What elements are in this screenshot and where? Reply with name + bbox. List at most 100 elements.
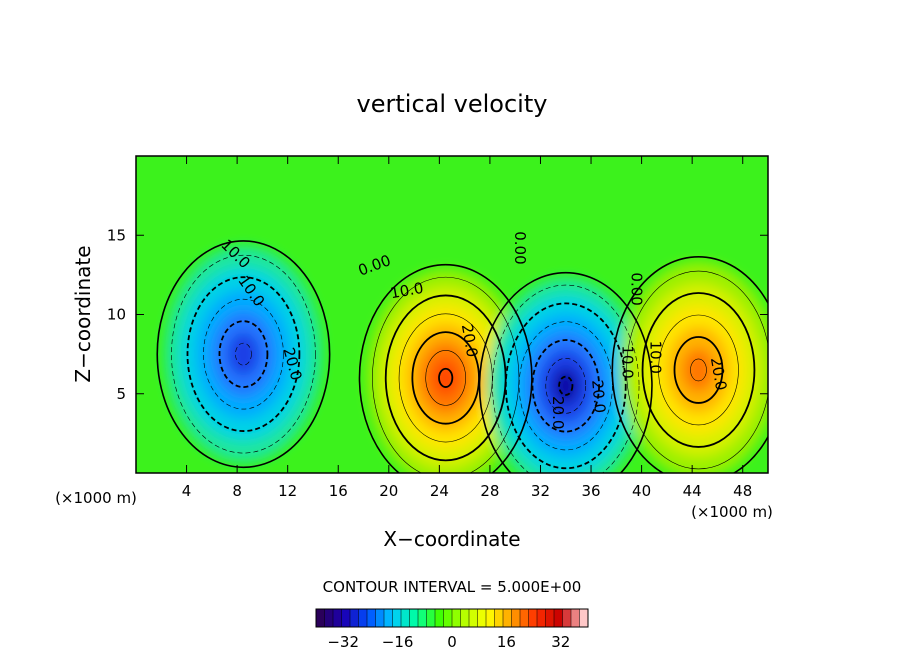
colorbar-swatch-18 [460,609,470,627]
colorbar-tick-label-5: 32 [551,633,570,651]
field-cell-4-level-5 [682,348,715,392]
colorbar-swatch-19 [469,609,478,627]
colorbar-swatch-17 [452,609,461,627]
contour-line-cell-1-level-5 [218,320,269,389]
colorbar-swatch-3 [333,609,342,627]
colorbar-swatch-22 [494,609,504,627]
contour-label-4: 0.00 [511,231,529,264]
x-unit-right: (×1000 m) [691,503,773,521]
contour-line-cell-2-level-4 [398,313,493,443]
x-tick-label-7: 28 [480,482,499,500]
contour-line-cell-1-level-4 [203,298,284,410]
contour-line-cell-1-level-2 [171,254,316,454]
zero-contour-cell-4 [611,256,768,473]
field-cell-3-level-6 [552,367,579,404]
field-layer [136,156,768,473]
contour-interval-label: CONTOUR INTERVAL = 5.000E+00 [323,578,582,596]
colorbar-swatch-27 [537,609,546,627]
colorbar-swatch-29 [554,609,563,627]
colorbar-swatch-20 [477,609,487,627]
colorbar-swatch-13 [418,609,427,627]
x-unit-left: (×1000 m) [55,489,137,507]
contour-lines [156,240,768,473]
colorbar-swatch-15 [435,609,444,627]
colorbar-swatch-21 [486,609,495,627]
colorbar-tick-label-4: 16 [497,633,516,651]
contour-label-3: 20.0 [458,323,482,359]
x-tick-label-12: 48 [733,482,752,500]
colorbar-swatch-28 [545,609,555,627]
contour-label-9: 0.00 [627,272,645,305]
y-tick-label-2: 10 [107,306,126,324]
colorbar-swatch-31 [571,609,580,627]
contour-line-cell-4-level-3 [641,292,756,448]
contour-line-cell-3-level-2 [492,284,640,473]
colorbar-swatch-25 [520,609,529,627]
y-tick-label-1: 5 [116,385,126,403]
contour-line-cell-4-level-6 [690,358,707,382]
colorbar-swatch-12 [409,609,419,627]
field-cell-2-level-6 [432,359,459,396]
colorbar-tick-label-1: −32 [327,633,359,651]
colorbar-swatch-23 [503,609,512,627]
colorbar-swatch-1 [316,609,325,627]
contour-line-cell-1-level-3 [186,276,301,432]
y-axis-label: Z−coordinate [71,245,95,382]
contour-label-6: 20.0 [707,356,731,392]
colorbar-swatch-16 [443,609,453,627]
colorbar [315,608,589,628]
y-axis: 5 10 15 [107,226,768,403]
colorbar-swatch-7 [367,609,376,627]
colorbar-swatch-14 [426,609,436,627]
colorbar-frame [315,608,589,628]
zero-contour-cell-2 [358,263,533,473]
contour-line-cell-2-level-2 [372,276,520,473]
colorbar-swatch-4 [341,609,351,627]
contour-label-5: 10.0 [619,345,637,378]
contour-line-cell-3-level-3 [504,302,627,470]
contour-line-cell-4-level-5 [673,336,724,404]
x-tick-label-5: 20 [379,482,398,500]
colorbar-swatch-10 [392,609,402,627]
colorbar-swatch-11 [401,609,410,627]
colorbar-swatch-30 [562,609,572,627]
x-tick-label-2: 8 [232,482,242,500]
x-tick-label-8: 32 [531,482,550,500]
colorbar-swatch-26 [528,609,538,627]
x-axis-label: X−coordinate [383,527,520,551]
x-tick-label-1: 4 [182,482,192,500]
contour-label-2: 10.0 [389,279,425,303]
x-tick-label-3: 12 [278,482,297,500]
contour-label-13: 20.0 [549,396,567,429]
chart-title: vertical velocity [357,90,548,118]
colorbar-tick-labels: −32 −16 0 16 32 [327,633,570,651]
zero-contour-cell-1 [156,240,331,469]
contour-line-cell-3-level-7 [558,375,574,396]
x-tick-label-9: 36 [581,482,600,500]
colorbar-swatch-6 [358,609,368,627]
contour-line-cell-2-level-7 [438,367,454,388]
colorbar-swatch-8 [375,609,385,627]
colorbar-swatch-5 [350,609,359,627]
zero-contour-cell-3 [478,271,653,473]
x-tick-label-6: 24 [430,482,449,500]
contour-line-cell-4-level-4 [658,314,739,426]
colorbar-swatch-24 [511,609,521,627]
y-tick-label-3: 15 [107,226,126,244]
x-tick-label-11: 44 [683,482,702,500]
colorbar-swatch-9 [384,609,393,627]
x-axis: 4 8 12 16 20 24 28 32 36 40 44 48 [182,156,752,500]
contour-label-11: 20.0 [588,379,609,414]
contour-line-cell-4-level-2 [626,270,768,470]
field-cell-1-level-5 [227,332,260,376]
contour-line-cell-3-level-5 [531,339,600,433]
x-tick-label-10: 40 [632,482,651,500]
contour-label-12: 10.0 [646,341,664,374]
x-tick-label-4: 16 [329,482,348,500]
contour-line-cell-3-level-6 [545,358,587,414]
colorbar-swatch-32 [579,609,589,627]
colorbar-tick-label-3: 0 [447,633,457,651]
contour-line-cell-2-level-6 [425,350,466,406]
